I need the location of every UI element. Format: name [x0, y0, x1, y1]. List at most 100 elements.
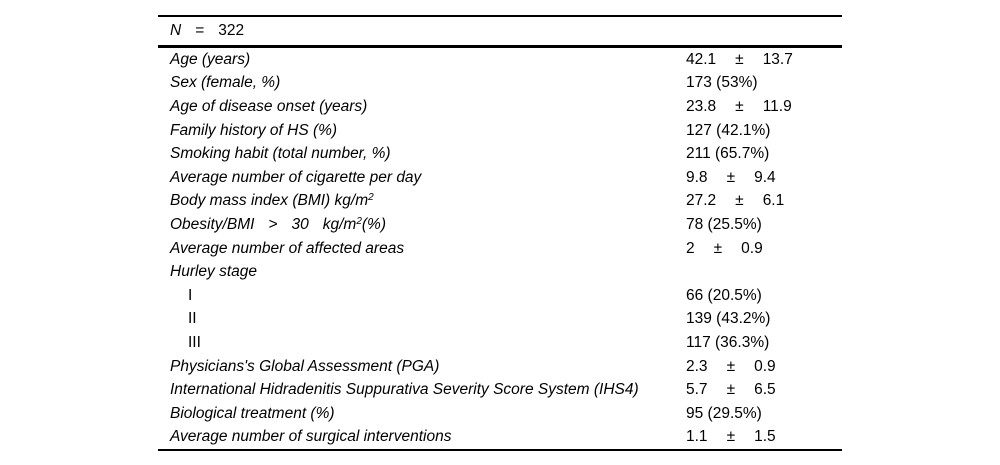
text-part: Average number of surgical interventions	[170, 428, 452, 446]
text-part: Body mass index (BMI) kg/m	[170, 192, 369, 210]
row-label: Body mass index (BMI) kg/m2	[158, 192, 686, 210]
text-part: 6.1	[762, 192, 785, 210]
table-row: I 66 (20.5%)	[158, 284, 842, 308]
table-row: Age (years) 42.1 ±13.7	[158, 48, 842, 72]
table-row: Family history of HS (%) 127 (42.1%)	[158, 119, 842, 143]
text-part: =	[195, 22, 205, 39]
text-part: 1.5	[754, 428, 776, 446]
table-body: Age (years) 42.1 ±13.7 Sex (female, %) 173 (…	[158, 48, 842, 449]
text-part: ±	[735, 192, 744, 210]
text-part: 0.9	[741, 239, 763, 257]
row-value: 42.1 ±13.7	[686, 51, 842, 69]
row-value: 9.8 ±9.4	[686, 169, 842, 187]
row-label: Smoking habit (total number, %)	[158, 145, 686, 163]
text-part: ±	[735, 50, 744, 68]
row-label: Obesity/BMI >30 kg/m2(%)	[158, 216, 686, 234]
header-separator-rule	[158, 45, 842, 48]
row-label: Average number of cigarette per day	[158, 169, 686, 187]
table-row: Average number of surgical interventions…	[158, 426, 842, 450]
table-header-row: N = 322	[158, 17, 842, 45]
text-part: ±	[726, 357, 736, 375]
text-part: N	[170, 22, 182, 39]
table-row: International Hidradenitis Suppurativa S…	[158, 378, 842, 402]
text-part: 66 (20.5%)	[686, 286, 762, 304]
text-part: II	[188, 310, 197, 328]
superscript-text: 2	[368, 192, 374, 204]
text-part: ±	[713, 239, 723, 257]
text-part: 1.1	[686, 428, 708, 446]
table-row: Body mass index (BMI) kg/m2 27.2 ±6.1	[158, 190, 842, 214]
text-part: Physicians's Global Assessment (PGA)	[170, 357, 440, 375]
row-value: 1.1 ±1.5	[686, 428, 842, 446]
row-label: I	[158, 287, 686, 305]
text-part: 23.8	[686, 97, 717, 115]
row-label: III	[158, 334, 686, 352]
row-label: II	[158, 310, 686, 328]
text-part: 322	[218, 22, 245, 39]
row-value: 5.7 ±6.5	[686, 381, 842, 399]
text-part: ±	[726, 381, 736, 399]
text-part: Average number of cigarette per day	[170, 168, 422, 186]
row-value: 78 (25.5%)	[686, 216, 842, 234]
row-value: 2.3 ±0.9	[686, 358, 842, 376]
table-row: Biological treatment (%) 95 (29.5%)	[158, 402, 842, 426]
text-part: Age of disease onset (years)	[170, 97, 368, 115]
table-row: Average number of affected areas 2 ±0.9	[158, 237, 842, 261]
text-part: >	[268, 215, 278, 233]
row-label: Physicians's Global Assessment (PGA)	[158, 358, 686, 376]
text-part: 0.9	[754, 357, 776, 375]
text-part: 95 (29.5%)	[686, 404, 762, 422]
row-value: 95 (29.5%)	[686, 405, 842, 423]
row-label: Average number of affected areas	[158, 240, 686, 258]
text-part: 139 (43.2%)	[686, 310, 771, 328]
text-part: 173 (53%)	[686, 74, 758, 92]
table-row: III 117 (36.3%)	[158, 331, 842, 355]
row-label: Family history of HS (%)	[158, 122, 686, 140]
text-part: Biological treatment (%)	[170, 404, 335, 422]
table-header-n-label: N = 322	[158, 22, 830, 40]
row-value: 2 ±0.9	[686, 240, 842, 258]
table-row: II 139 (43.2%)	[158, 308, 842, 332]
row-value: 139 (43.2%)	[686, 310, 842, 328]
row-value: 27.2 ±6.1	[686, 192, 842, 210]
text-part: Obesity/BMI	[170, 215, 255, 233]
text-part: 117 (36.3%)	[686, 333, 770, 351]
text-part: 9.4	[754, 168, 776, 186]
text-part: 9.8	[686, 168, 708, 186]
row-value: 211 (65.7%)	[686, 145, 842, 163]
superscript-text: 2	[356, 215, 362, 227]
table-top-rule	[158, 15, 842, 17]
row-label: Average number of surgical interventions	[158, 428, 686, 446]
row-value: 117 (36.3%)	[686, 334, 842, 352]
table-row: Sex (female, %) 173 (53%)	[158, 72, 842, 96]
text-part: ±	[726, 168, 736, 186]
text-part: 127 (42.1%)	[686, 121, 771, 139]
text-part: ±	[735, 97, 744, 115]
table-row: Physicians's Global Assessment (PGA) 2.3 ±…	[158, 355, 842, 379]
text-part: III	[188, 333, 201, 351]
text-part: ±	[726, 428, 736, 446]
text-part: 211 (65.7%)	[686, 145, 770, 163]
table-row: Smoking habit (total number, %) 211 (65.7…	[158, 142, 842, 166]
table-bottom-rule	[158, 449, 842, 452]
row-label: Biological treatment (%)	[158, 405, 686, 423]
text-part: International Hidradenitis Suppurativa S…	[170, 381, 639, 399]
text-part: 11.9	[762, 97, 792, 115]
row-label: Hurley stage	[158, 263, 686, 281]
row-value: 66 (20.5%)	[686, 287, 842, 305]
text-part: Sex (female, %)	[170, 74, 281, 92]
text-part: 42.1	[686, 50, 717, 68]
row-label: International Hidradenitis Suppurativa S…	[158, 381, 686, 399]
text-part: Hurley stage	[170, 263, 258, 281]
table-row: Hurley stage	[158, 260, 842, 284]
text-part: 2	[686, 239, 695, 257]
text-part: kg/m	[322, 215, 357, 233]
row-label: Sex (female, %)	[158, 74, 686, 92]
table-row: Average number of cigarette per day 9.8 ±9…	[158, 166, 842, 190]
text-part: Smoking habit (total number, %)	[170, 145, 391, 163]
row-value: 23.8 ±11.9	[686, 98, 842, 116]
text-part: 5.7	[686, 381, 708, 399]
row-label: Age (years)	[158, 51, 686, 69]
patient-characteristics-table: N = 322 Age (years) 42.1 ±13.7 Sex (female, %…	[158, 15, 842, 452]
table-row: Obesity/BMI >30 kg/m2(%) 78 (25.5%)	[158, 213, 842, 237]
